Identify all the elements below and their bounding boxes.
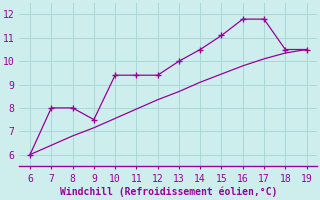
X-axis label: Windchill (Refroidissement éolien,°C): Windchill (Refroidissement éolien,°C): [60, 187, 277, 197]
